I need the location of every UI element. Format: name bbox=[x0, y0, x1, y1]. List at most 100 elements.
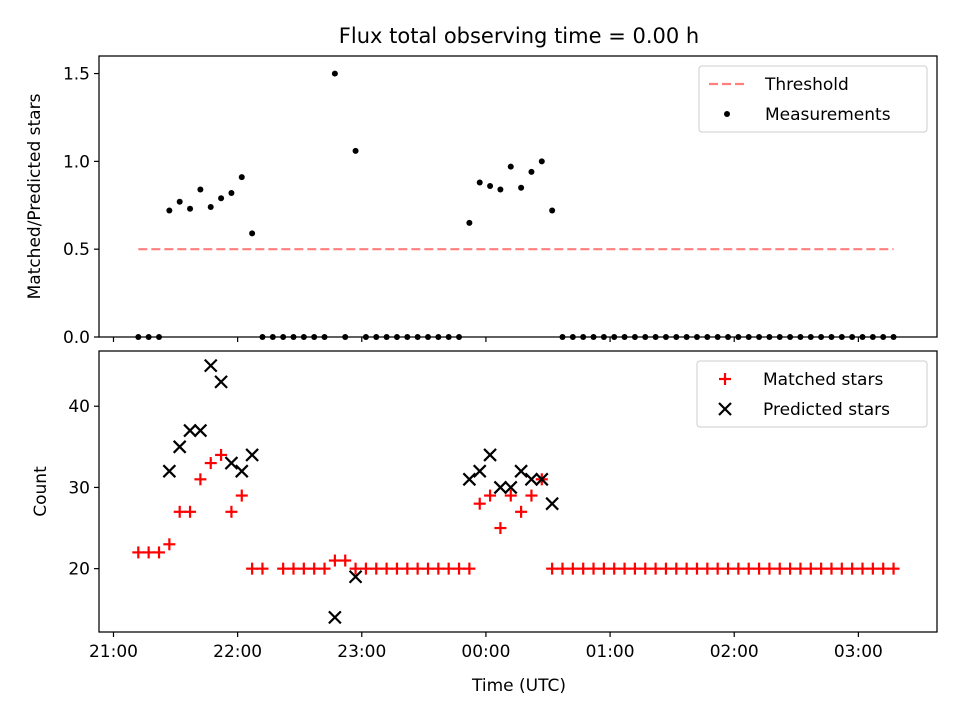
x-tick-label: 21:00 bbox=[89, 642, 138, 662]
matched-stars-point bbox=[390, 562, 403, 575]
predicted-stars-point bbox=[348, 569, 363, 584]
matched-stars-point bbox=[184, 505, 197, 518]
y-tick-label: 30 bbox=[68, 478, 90, 498]
matched-stars-point bbox=[722, 562, 735, 575]
matched-stars-point bbox=[297, 562, 310, 575]
legend-label: Threshold bbox=[764, 75, 849, 95]
matched-stars-point bbox=[484, 489, 497, 502]
matched-stars-point bbox=[670, 562, 683, 575]
predicted-stars-point bbox=[503, 480, 518, 495]
predicted-stars-point bbox=[203, 358, 218, 373]
predicted-stars-point bbox=[172, 440, 187, 454]
matched-stars-point bbox=[639, 562, 652, 575]
matched-stars-point bbox=[846, 562, 859, 575]
legend-predicted-swatch bbox=[718, 402, 732, 416]
predicted-stars-point bbox=[328, 610, 342, 625]
x-tick-label: 02:00 bbox=[710, 642, 759, 662]
matched-stars-point bbox=[287, 562, 300, 575]
bottom-panel-frame bbox=[98, 350, 938, 633]
measurements-point bbox=[249, 230, 256, 237]
measurements-point bbox=[197, 186, 204, 193]
matched-stars-point bbox=[442, 562, 455, 575]
measurements-point bbox=[166, 207, 173, 214]
measurements-point bbox=[487, 182, 494, 189]
matched-stars-point bbox=[701, 562, 714, 575]
predicted-stars-point bbox=[245, 448, 259, 462]
matched-stars-point bbox=[246, 562, 259, 575]
matched-stars-point bbox=[835, 562, 848, 575]
matched-stars-point bbox=[815, 562, 828, 575]
matched-stars-point bbox=[194, 473, 207, 486]
matched-stars-point bbox=[494, 522, 507, 535]
matched-stars-point bbox=[804, 562, 817, 575]
predicted-stars-point bbox=[483, 448, 497, 462]
matched-stars-point bbox=[142, 546, 155, 559]
legend-box bbox=[698, 65, 928, 133]
measurements-point bbox=[218, 195, 225, 202]
matched-stars-point bbox=[359, 562, 372, 575]
measurements-point bbox=[476, 179, 483, 186]
y-tick-label: 40 bbox=[68, 397, 90, 417]
figure-title: Flux total observing time = 0.00 h bbox=[339, 24, 699, 48]
matched-stars-point bbox=[825, 562, 838, 575]
matched-stars-point bbox=[690, 562, 703, 575]
predicted-stars-point bbox=[183, 423, 197, 438]
matched-stars-point bbox=[742, 562, 755, 575]
matched-stars-point bbox=[515, 505, 528, 518]
matched-stars-point bbox=[546, 562, 559, 575]
matched-stars-point bbox=[753, 562, 766, 575]
matched-stars-point bbox=[618, 562, 631, 575]
matched-stars-point bbox=[339, 554, 352, 567]
bottom-panel: 20 30 40 21:00 22:00 23:00 00:00 01:00 02:00 03:0… bbox=[31, 350, 938, 662]
x-tick-label: 03:00 bbox=[834, 642, 883, 662]
legend-measurements-swatch bbox=[724, 111, 730, 117]
matched-stars-point bbox=[866, 562, 879, 575]
predicted-stars-point bbox=[472, 464, 487, 478]
predicted-stars-point bbox=[234, 464, 249, 478]
matched-stars-point bbox=[173, 505, 186, 518]
x-tick-label: 22:00 bbox=[213, 642, 262, 662]
legend-label: Measurements bbox=[765, 105, 891, 125]
predicted-stars-point bbox=[524, 472, 539, 487]
y-tick-label: 20 bbox=[68, 560, 90, 580]
matched-stars-point bbox=[225, 505, 238, 518]
predicted-stars-point bbox=[193, 423, 208, 438]
y-tick-label: 0.5 bbox=[63, 240, 90, 260]
matched-stars-point bbox=[659, 562, 672, 575]
matched-stars-point bbox=[318, 562, 331, 575]
matched-stars-point bbox=[432, 562, 445, 575]
matched-stars-point bbox=[308, 562, 321, 575]
matched-stars-point bbox=[628, 562, 641, 575]
matched-stars-point bbox=[453, 562, 466, 575]
legend-label: Predicted stars bbox=[763, 400, 890, 420]
measurements-point bbox=[176, 198, 183, 205]
measurements-point bbox=[352, 147, 359, 154]
matched-stars-point bbox=[277, 562, 290, 575]
legend-label: Matched stars bbox=[763, 370, 883, 390]
matched-stars-point bbox=[132, 546, 145, 559]
y-tick-label: 0.0 bbox=[63, 328, 90, 348]
x-tick-label: 01:00 bbox=[586, 642, 635, 662]
matched-stars-point bbox=[235, 489, 248, 502]
matched-stars-point bbox=[680, 562, 693, 575]
top-legend: Threshold Measurements bbox=[698, 65, 928, 133]
matched-stars-point bbox=[525, 489, 538, 502]
matched-stars-point bbox=[163, 538, 176, 551]
matched-stars-point bbox=[784, 562, 797, 575]
matched-stars-point bbox=[421, 562, 434, 575]
matched-stars-point bbox=[608, 562, 621, 575]
matched-stars-point bbox=[732, 562, 745, 575]
measurements-point bbox=[228, 189, 235, 196]
matched-stars-point bbox=[380, 562, 393, 575]
matched-stars-point bbox=[649, 562, 662, 575]
matched-stars-point bbox=[887, 562, 900, 575]
legend-box bbox=[696, 360, 928, 428]
predicted-stars-point bbox=[514, 464, 528, 478]
matched-stars-point bbox=[215, 448, 228, 461]
measurements-point bbox=[331, 70, 338, 77]
measurements-point bbox=[238, 174, 245, 181]
matched-stars-point bbox=[794, 562, 807, 575]
matched-stars-point bbox=[204, 457, 217, 470]
measurements-point bbox=[528, 168, 535, 175]
